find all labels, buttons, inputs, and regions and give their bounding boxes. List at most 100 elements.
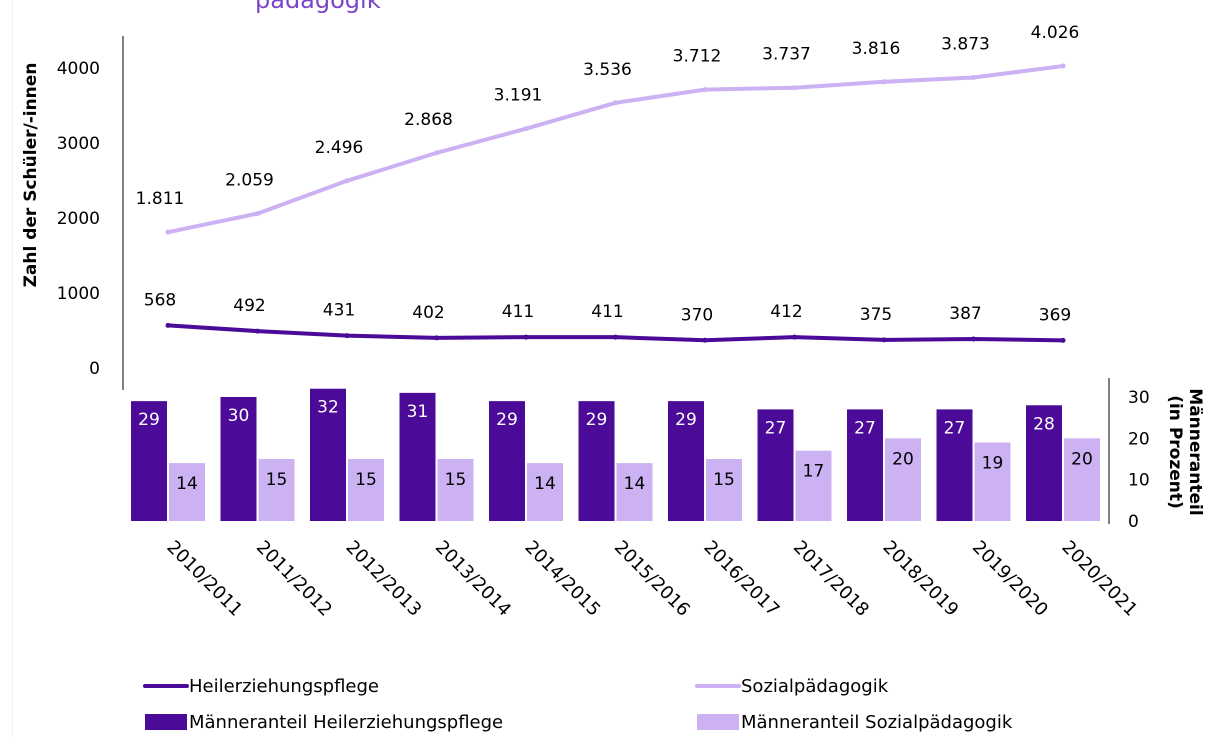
line-data-label: 411 [502,302,534,322]
bar-data-label: 27 [854,418,876,438]
x-category-label: 2015/2016 [610,537,694,621]
bar-data-label: 28 [1033,414,1055,434]
line-data-label: 2.059 [225,171,274,191]
line-point [523,126,529,132]
bar-data-label: 29 [586,410,608,430]
bar-data-label: 15 [445,470,467,490]
line-data-label: 370 [681,305,713,325]
x-category-label: 2014/2015 [520,537,604,621]
line-y-tick-label: 2000 [57,209,100,229]
bar-sozialpaedagogik [795,450,832,521]
x-category-label: 2020/2021 [1057,537,1141,621]
legend-label: Sozialpädagogik [741,676,889,697]
line-data-label: 3.737 [762,45,811,65]
bar-heilerziehungspflege [936,409,973,521]
bar-y-tick-label: 10 [1128,471,1150,491]
line-point [881,79,887,85]
bar-y-tick-label: 30 [1128,388,1150,408]
legend-label: Männeranteil Heilerziehungspflege [189,712,503,733]
bar-heilerziehungspflege [847,409,883,521]
bar-sozialpaedagogik [974,442,1011,521]
bar-sozialpaedagogik [706,459,742,521]
bar-sozialpaedagogik [348,459,384,521]
bar-data-label: 29 [496,410,518,430]
line-point [971,336,976,342]
bar-heilerziehungspflege [131,401,167,521]
bar-data-label: 19 [982,453,1004,473]
bar-heilerziehungspflege [668,401,704,521]
legend-box-swatch [145,714,187,730]
x-category-label: 2012/2013 [341,537,425,621]
bar-data-label: 15 [713,470,735,490]
line-point [613,100,618,106]
bar-heilerziehungspflege [489,401,525,521]
line-data-label: 2.496 [315,138,364,158]
page-edge-rule [12,0,13,738]
x-category-label: 2011/2012 [252,537,336,621]
legend-label: Männeranteil Sozialpädagogik [741,712,1013,733]
line-point [971,75,976,81]
line-point [1060,63,1066,69]
bar-data-label: 30 [228,406,250,426]
line-data-label: 369 [1039,305,1071,325]
line-data-label: 412 [770,302,802,322]
x-category-label: 2019/2020 [968,537,1052,621]
line-data-label: 492 [233,296,265,316]
line-point [255,328,260,334]
bar-heilerziehungspflege [757,409,794,521]
line-point [613,334,618,340]
line-point [344,333,350,339]
line-data-label: 431 [323,301,355,321]
line-point [165,229,171,235]
line-data-label: 3.536 [583,60,632,80]
legend-box-swatch [697,714,739,730]
line-point [523,334,529,340]
line-y-tick-label: 0 [89,359,100,379]
bar-data-label: 17 [803,462,825,482]
line-y-axis-title: Zahl der Schüler/-innen [21,63,41,288]
bar-data-label: 14 [176,474,198,494]
bar-data-label: 29 [675,410,697,430]
line-point [792,85,797,91]
line-point [255,211,260,217]
line-point [702,337,708,343]
line-data-label: 4.026 [1031,23,1080,43]
bar-sozialpaedagogik [258,459,295,521]
line-data-label: 2.868 [404,110,453,130]
bar-sozialpaedagogik [1064,438,1100,521]
bar-y-tick-label: 0 [1128,512,1139,532]
bar-data-label: 20 [892,449,914,469]
bar-data-label: 14 [624,474,646,494]
line-y-tick-label: 1000 [57,284,100,304]
line-point [434,150,439,156]
bar-sozialpaedagogik [527,463,563,521]
line-data-label: 3.816 [852,39,901,59]
line-point [702,87,708,93]
series-line-sozialpaedagogik [166,64,1065,235]
bar-data-label: 31 [407,402,429,422]
line-point [1060,337,1066,343]
bar-data-label: 32 [317,398,339,418]
line-point [165,322,171,328]
bar-sozialpaedagogik [885,438,921,521]
line-data-label: 568 [144,290,176,310]
line-point [881,337,887,343]
bar-y-axis-title-line: Männeranteil [1185,388,1205,515]
bar-data-label: 27 [765,418,787,438]
bar-heilerziehungspflege [220,397,257,521]
legend-label: Heilerziehungspflege [189,676,379,697]
line-data-label: 402 [412,303,444,323]
line-data-label: 411 [591,302,623,322]
line-point [792,334,797,340]
bar-sozialpaedagogik [437,459,474,521]
bar-data-label: 29 [138,410,160,430]
line-data-label: 387 [949,304,981,324]
bar-heilerziehungspflege [399,392,436,521]
bar-sozialpaedagogik [169,463,205,521]
line-data-label: 3.191 [494,86,543,106]
bar-y-tick-label: 20 [1128,429,1150,449]
x-category-label: 2013/2014 [431,537,515,621]
bar-data-label: 27 [944,418,966,438]
